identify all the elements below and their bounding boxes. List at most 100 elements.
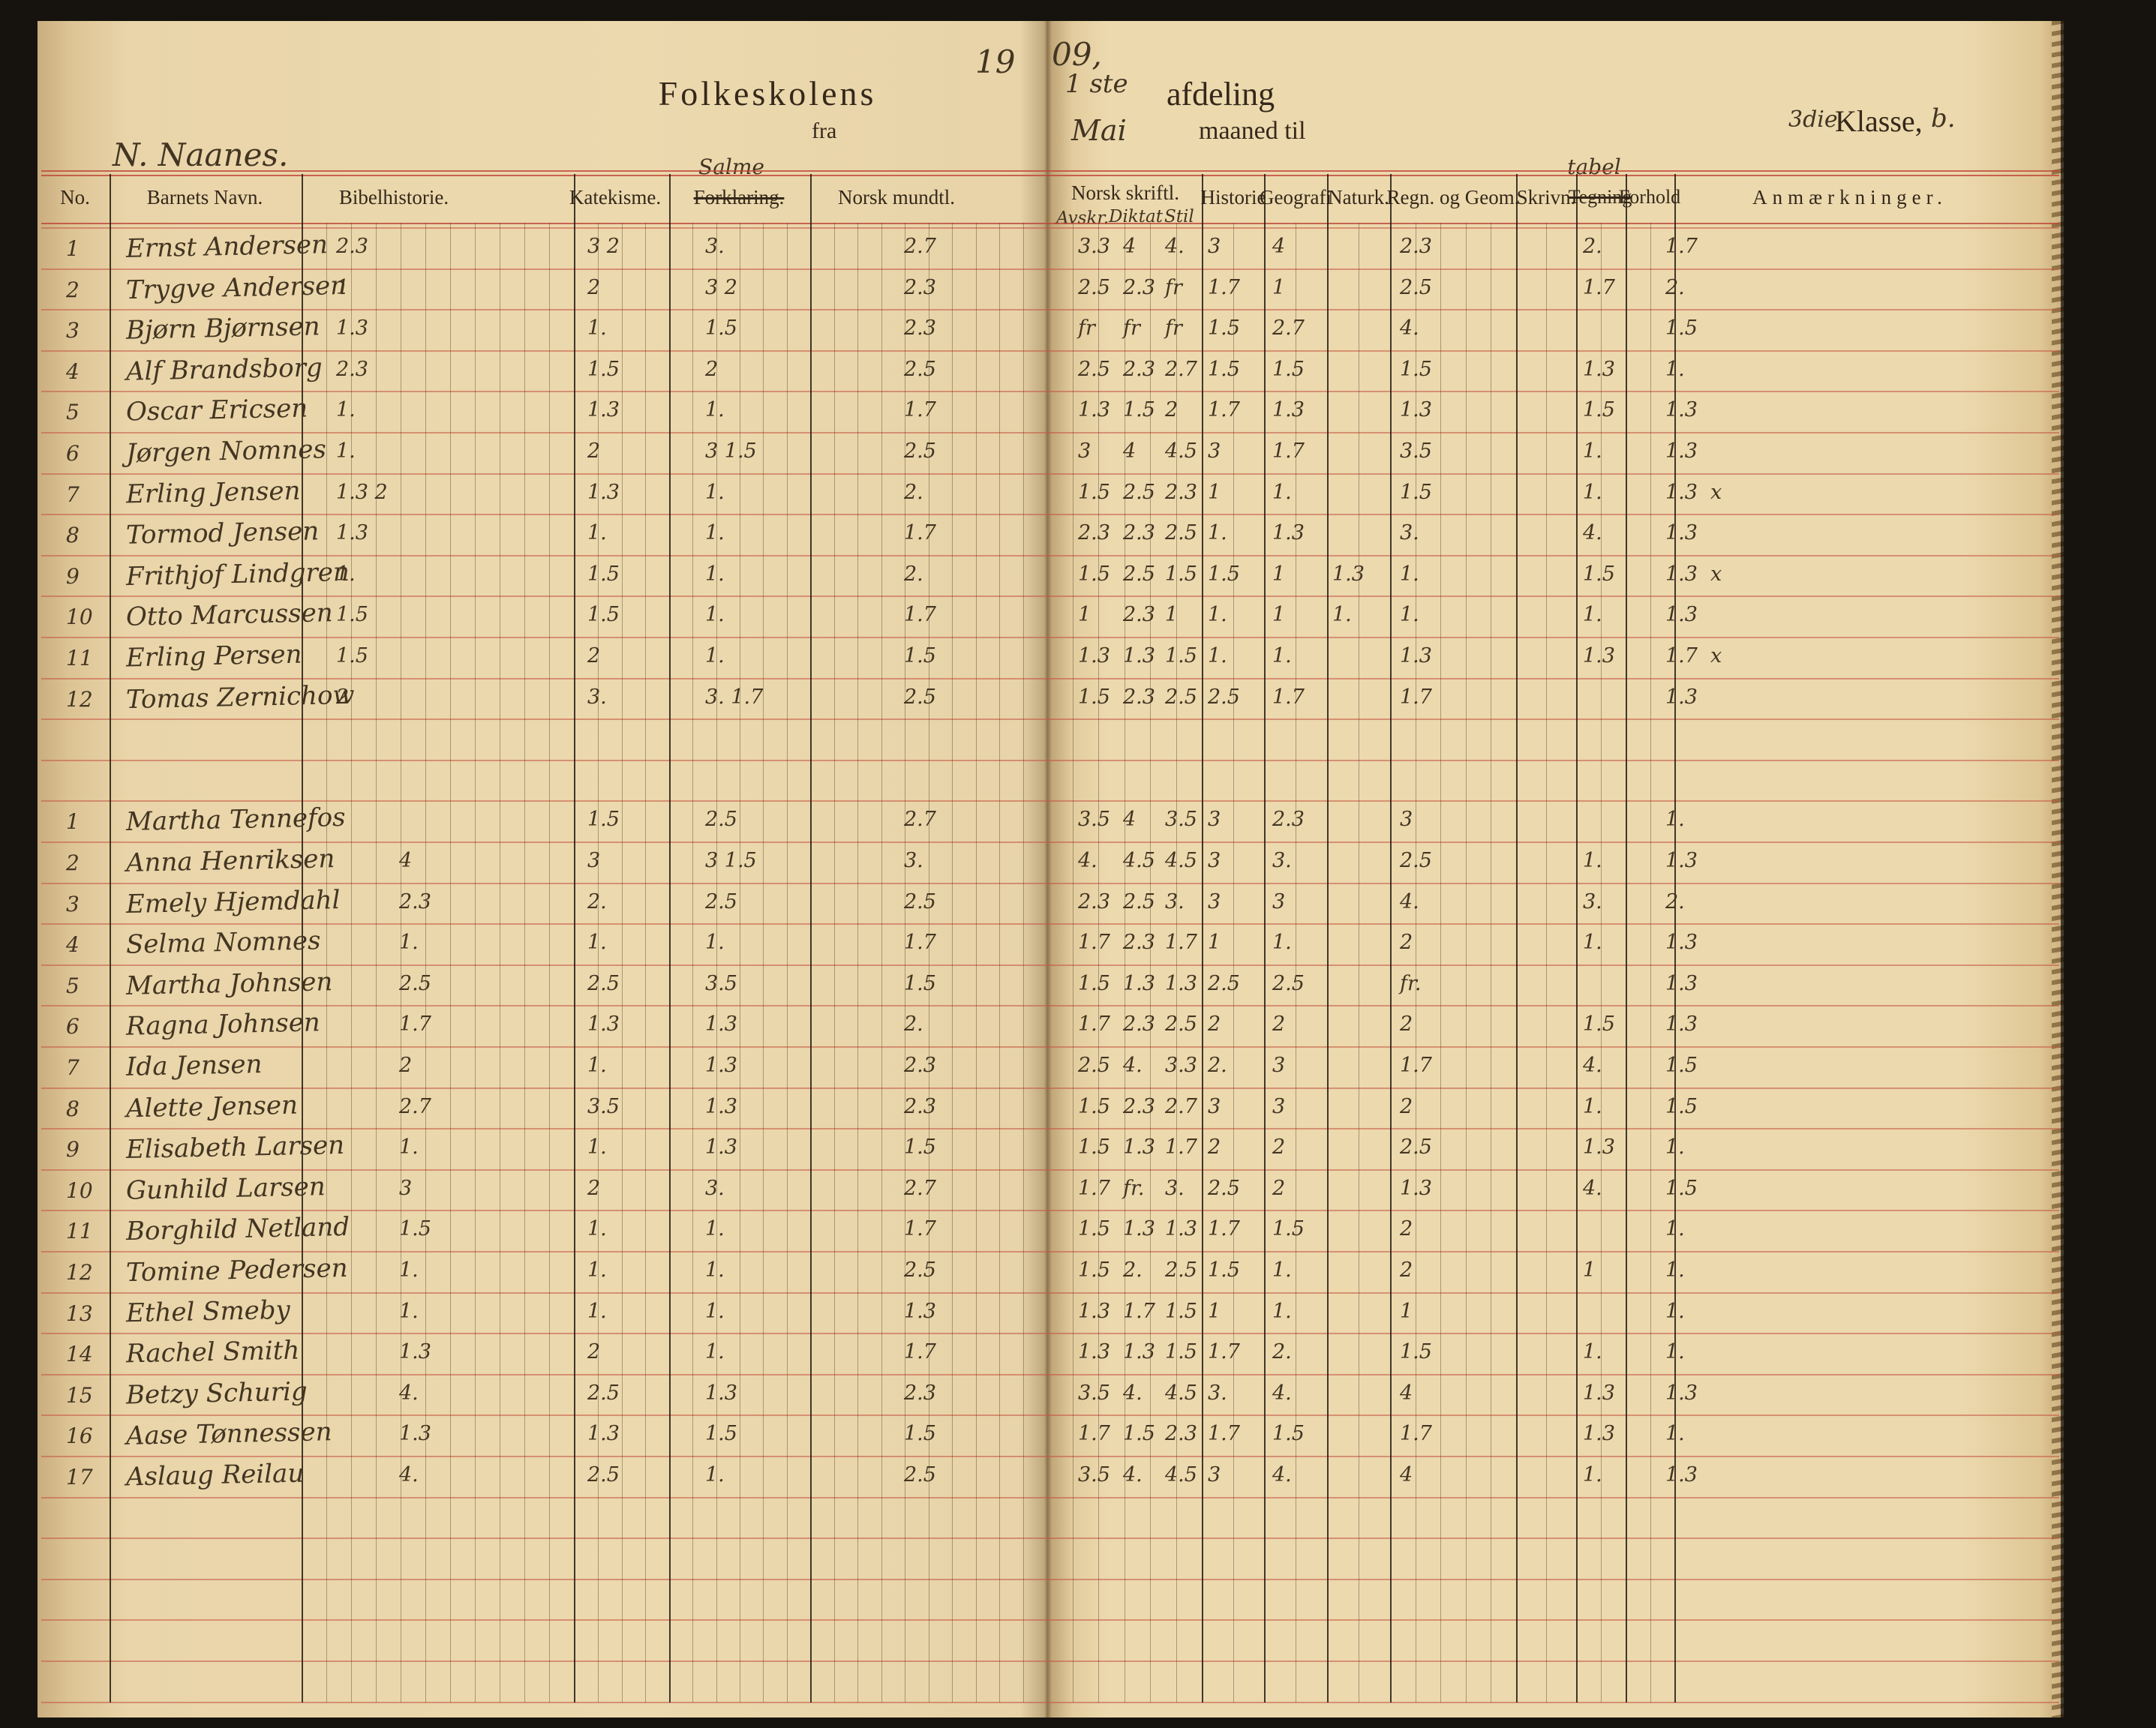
grade-bibelhistorie: 1.	[399, 931, 419, 954]
ruled-line	[41, 923, 2059, 925]
grade-norsk-mundtl: 2.	[904, 481, 923, 504]
ruled-line	[41, 432, 2059, 434]
grade-geografi: 2.5	[1272, 972, 1305, 995]
grade-geografi: 3.	[1272, 849, 1292, 872]
row-number: 1	[66, 809, 80, 834]
grade-norsk-mundtl: 2.7	[904, 1177, 936, 1200]
grade-tegning: 1.	[1583, 931, 1602, 954]
grade-salme: 1.	[705, 521, 725, 544]
grade-regning-geometri: 1.	[1400, 603, 1419, 626]
book-fold	[1020, 21, 1073, 1718]
row-number: 3	[66, 318, 80, 343]
grade-bibelhistorie: 2.5	[399, 972, 431, 995]
grade-norsk-skriftl-avskr: 1.5	[1078, 1095, 1110, 1118]
ruled-line	[41, 678, 2059, 680]
grade-naturkunnskap: 1.3	[1332, 562, 1365, 586]
grade-norsk-skriftl-stil: 2.7	[1165, 358, 1197, 381]
grade-naturkunnskap: 1.	[1332, 603, 1352, 626]
ruled-line	[41, 1005, 2059, 1006]
ruled-line	[41, 309, 2059, 310]
row-number: 15	[66, 1383, 93, 1408]
grade-norsk-skriftl-stil: 2.5	[1165, 521, 1197, 544]
col-naturk: Naturk.	[1328, 186, 1389, 208]
row-number: 13	[66, 1301, 93, 1326]
grade-norsk-skriftl-diktat: 2.3	[1123, 686, 1155, 709]
grade-bibelhistorie: 2.7	[399, 1095, 431, 1118]
grade-tegning: 4.	[1583, 1054, 1602, 1077]
col-skrivn: Skrivn.	[1516, 186, 1576, 208]
year-prefix-handwritten: 19	[975, 44, 1016, 80]
ledger-right-page	[1046, 21, 2061, 1718]
ruled-line	[41, 1619, 2059, 1621]
grade-bibelhistorie: 1.3	[399, 1340, 431, 1364]
grade-tegning: 3.	[1583, 890, 1602, 914]
grade-norsk-mundtl: 1.7	[904, 1340, 936, 1364]
grade-bibelhistorie: 1.	[336, 440, 356, 463]
grade-regning-geometri: 1.7	[1400, 1422, 1432, 1445]
grade-geografi: 1.5	[1272, 1217, 1305, 1240]
grade-norsk-skriftl-stil: 4.	[1165, 235, 1185, 258]
pupil-name: Rachel Smith	[125, 1335, 300, 1370]
grade-norsk-skriftl-avskr: 1.5	[1078, 1217, 1110, 1240]
sub-column-line	[692, 223, 693, 1702]
grade-regning-geometri: 1.7	[1400, 686, 1432, 709]
grade-norsk-skriftl-avskr: 1.3	[1078, 644, 1110, 668]
grade-bibelhistorie: 2	[336, 686, 350, 709]
grade-katekisme: 1.3	[587, 1422, 620, 1445]
grade-norsk-mundtl: 2.5	[904, 358, 936, 381]
grade-geografi: 2	[1272, 1136, 1286, 1159]
grade-salme: 3 1.5	[705, 440, 757, 463]
grade-norsk-skriftl-avskr: 2.3	[1078, 890, 1110, 914]
grade-bibelhistorie: 2.3	[336, 358, 368, 381]
grade-norsk-mundtl: 2.5	[904, 1258, 936, 1282]
column-line	[574, 174, 575, 1702]
sub-column-line	[999, 223, 1000, 1702]
col-geografi: Geografi	[1260, 186, 1332, 208]
grade-salme: 1.	[705, 1463, 725, 1486]
grade-norsk-mundtl: 2.3	[904, 1054, 936, 1077]
grade-geografi: 1.	[1272, 481, 1292, 504]
month-handwritten: Mai	[1071, 114, 1127, 147]
grade-historie: 1.7	[1208, 276, 1240, 299]
grade-forhold: 2.	[1665, 276, 1685, 299]
grade-norsk-skriftl-avskr: fr	[1078, 316, 1095, 340]
grade-norsk-mundtl: 2.5	[904, 890, 936, 914]
pupil-name: Ethel Smeby	[125, 1294, 291, 1329]
col-norsk-skriftl: Norsk skriftl.	[1071, 182, 1179, 204]
grade-regning-geometri: 2	[1400, 1095, 1413, 1118]
col-barnets-navn: Barnets Navn.	[146, 186, 263, 208]
row-number: 5	[66, 974, 80, 998]
anmerkning-mark: x	[1710, 481, 1722, 504]
ruled-line	[41, 800, 2059, 802]
pupil-name: Elisabeth Larsen	[125, 1130, 345, 1166]
grade-katekisme: 1.	[587, 1136, 607, 1159]
grade-norsk-skriftl-stil: 4.5	[1165, 1382, 1197, 1405]
row-number: 3	[66, 892, 80, 916]
ruled-line	[41, 637, 2059, 638]
grade-katekisme: 2	[587, 1177, 601, 1200]
grade-norsk-mundtl: 1.5	[904, 1422, 936, 1445]
grade-forhold: 1.5	[1665, 316, 1698, 340]
grade-katekisme: 2.5	[587, 1382, 620, 1405]
grade-norsk-mundtl: 1.7	[904, 931, 936, 954]
row-number: 9	[66, 564, 80, 589]
grade-forhold: 1.5	[1665, 1054, 1698, 1077]
grade-norsk-skriftl-stil: 2.7	[1165, 1095, 1197, 1118]
grade-historie: 1	[1208, 1300, 1221, 1323]
grade-norsk-skriftl-stil: 4.5	[1165, 1463, 1197, 1486]
grade-norsk-mundtl: 1.7	[904, 521, 936, 544]
ruled-line	[41, 391, 2059, 392]
grade-norsk-skriftl-avskr: 1.3	[1078, 1340, 1110, 1364]
grade-regning-geometri: 4	[1400, 1382, 1413, 1405]
grade-forhold: 1.	[1665, 808, 1685, 831]
klasse-number-handwritten: 3die	[1788, 106, 1838, 133]
grade-norsk-skriftl-stil: 4.5	[1165, 440, 1197, 463]
grade-norsk-skriftl-stil: 1.5	[1165, 644, 1197, 668]
grade-regning-geometri: 1.5	[1400, 358, 1432, 381]
grade-forhold: 1.5	[1665, 1177, 1698, 1200]
column-line	[1202, 174, 1203, 1702]
grade-katekisme: 1.3	[587, 398, 620, 422]
grade-bibelhistorie: 1.	[399, 1136, 419, 1159]
grade-bibelhistorie: 1.7	[399, 1012, 431, 1036]
grade-regning-geometri: 4	[1400, 1463, 1413, 1486]
